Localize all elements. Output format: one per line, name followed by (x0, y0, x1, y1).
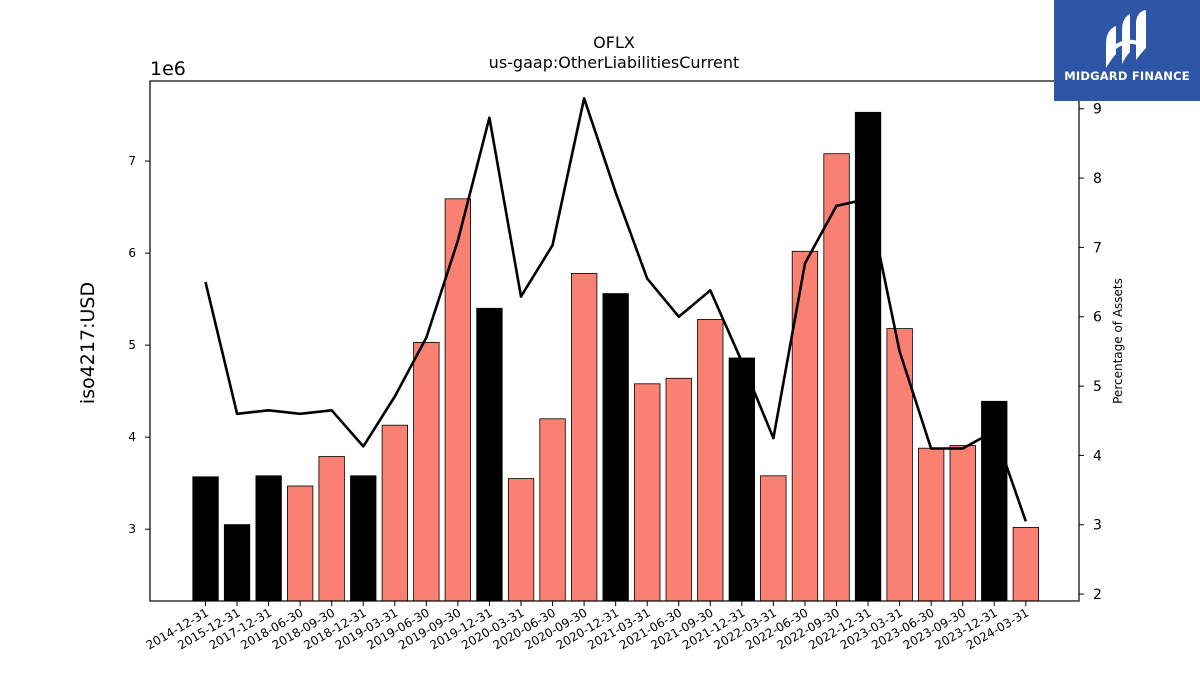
y2-axis-label: Percentage of Assets (1111, 278, 1125, 404)
chart-title: OFLX (593, 33, 635, 52)
midgard-logo-icon (1106, 10, 1146, 68)
bar (665, 377, 692, 602)
bar (760, 475, 787, 602)
y-axis-label: iso4217:USD (77, 282, 99, 404)
bar (1012, 527, 1039, 602)
bar (350, 475, 377, 602)
bar (286, 485, 314, 602)
y2-tick-label: 2 (1093, 587, 1102, 603)
percentage-line (204, 97, 1028, 522)
y-tick-label: 3 (128, 522, 136, 536)
y-offset-text: 1e6 (150, 58, 186, 80)
y2-tick-label: 5 (1093, 379, 1102, 395)
y-tick-label: 4 (128, 430, 136, 444)
midgard-finance-logo: MIDGARD FINANCE (1054, 0, 1200, 101)
bar (571, 272, 598, 602)
bar (949, 445, 976, 602)
bar (381, 424, 409, 602)
bar (918, 447, 945, 602)
y2-tick-label: 7 (1093, 240, 1102, 256)
bar (886, 328, 913, 602)
plot-frame (149, 80, 1080, 602)
bar (634, 383, 661, 602)
bar (192, 476, 219, 602)
y2-tick-label: 3 (1093, 518, 1102, 534)
y2-tick-label: 4 (1093, 448, 1102, 464)
y2-tick-label: 9 (1093, 102, 1102, 118)
bar (791, 250, 819, 602)
bar (444, 198, 472, 602)
bar (507, 478, 535, 602)
y-tick-label: 7 (128, 154, 136, 168)
bar (728, 357, 755, 602)
bar (854, 111, 882, 602)
bar (823, 153, 850, 602)
bar (697, 318, 724, 602)
bar (223, 524, 251, 602)
y2-tick-label: 8 (1093, 171, 1102, 187)
chart-subtitle: us-gaap:OtherLiabilitiesCurrent (489, 53, 740, 72)
y-tick-label: 5 (128, 338, 136, 352)
bar (318, 456, 345, 602)
y-tick-label: 6 (128, 246, 136, 260)
bar (602, 293, 629, 602)
bar (539, 418, 566, 602)
bar (413, 341, 440, 602)
logo-text: MIDGARD FINANCE (1064, 69, 1190, 83)
bar (476, 307, 503, 602)
bar (255, 475, 282, 602)
plot-area: 34567234567892014-12-312015-12-312017-12… (128, 80, 1102, 652)
y2-tick-label: 6 (1093, 310, 1102, 326)
